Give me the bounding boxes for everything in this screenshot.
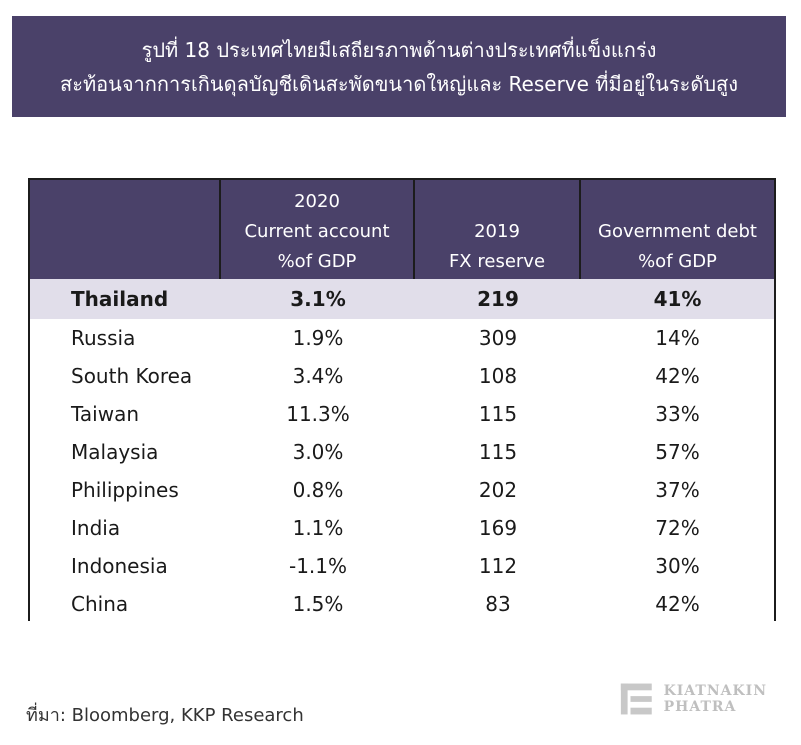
cell-fx-reserve: 115 [478, 402, 518, 426]
cell-gov-debt: 37% [655, 478, 700, 502]
header-fx-reserve-year: 2019 [474, 221, 520, 242]
cell-current-account: 3.0% [292, 440, 344, 464]
cell-fx-reserve: 169 [478, 516, 518, 540]
cell-country: Indonesia [71, 554, 168, 578]
cell-current-account: 1.1% [292, 516, 344, 540]
cell-fx-reserve: 219 [477, 287, 519, 311]
cell-gov-debt: 42% [655, 364, 700, 388]
title-line-2: สะท้อนจากการเกินดุลบัญชีเดินสะพัดขนาดใหญ… [60, 71, 738, 96]
cell-fx-reserve: 108 [478, 364, 518, 388]
header-government-debt-unit: %of GDP [638, 251, 717, 272]
cell-country: India [71, 516, 121, 540]
logo-text: KIATNAKIN PHATRA [664, 683, 767, 715]
kiatnakin-phatra-logo: KIATNAKIN PHATRA [617, 677, 767, 721]
cell-country: Malaysia [71, 440, 159, 464]
cell-current-account: -1.1% [288, 554, 348, 578]
logo-text-line-1: KIATNAKIN [663, 683, 767, 699]
table-header: 2020 Current account %of GDP 2019 FX res… [30, 180, 774, 279]
table-row: Indonesia -1.1% 112 30% [30, 547, 774, 585]
title-banner: รูปที่ 18 ประเทศไทยมีเสถียรภาพด้านต่างปร… [12, 16, 786, 117]
table-row: India 1.1% 169 72% [30, 509, 774, 547]
cell-gov-debt: 41% [653, 287, 702, 311]
cell-country: South Korea [71, 364, 193, 388]
table-row: South Korea 3.4% 108 42% [30, 357, 774, 395]
cell-current-account: 1.5% [292, 592, 344, 616]
cell-current-account: 11.3% [286, 402, 350, 426]
cell-fx-reserve: 115 [478, 440, 518, 464]
kkp-logo-icon [620, 683, 652, 715]
logo-text-line-2: PHATRA [663, 699, 737, 715]
comparison-table: 2020 Current account %of GDP 2019 FX res… [28, 178, 776, 623]
header-fx-reserve: 2019 FX reserve [415, 180, 581, 279]
header-current-account-year: 2020 [294, 191, 340, 212]
cell-current-account: 1.9% [292, 326, 344, 350]
cell-current-account: 3.4% [292, 364, 344, 388]
header-government-debt-label: Government debt [598, 221, 757, 242]
header-fx-reserve-label: FX reserve [448, 251, 546, 272]
header-government-debt: Government debt %of GDP [581, 180, 774, 279]
title-line-1: รูปที่ 18 ประเทศไทยมีเสถียรภาพด้านต่างปร… [141, 37, 657, 62]
cell-fx-reserve: 83 [485, 592, 511, 616]
table-row: Taiwan 11.3% 115 33% [30, 395, 774, 433]
table-body: Thailand 3.1% 219 41% Russia 1.9% 309 14… [30, 279, 774, 623]
cell-gov-debt: 57% [655, 440, 700, 464]
cell-gov-debt: 33% [655, 402, 700, 426]
table-row: China 1.5% 83 42% [30, 585, 774, 623]
header-current-account-unit: %of GDP [277, 251, 357, 272]
cell-current-account: 0.8% [292, 478, 344, 502]
header-country [30, 180, 221, 279]
cell-gov-debt: 14% [655, 326, 700, 350]
cell-fx-reserve: 112 [478, 554, 518, 578]
cell-country: Taiwan [71, 402, 140, 426]
cell-country: Thailand [71, 287, 169, 311]
cell-country: China [71, 592, 129, 616]
table-row: Malaysia 3.0% 115 57% [30, 433, 774, 471]
cell-gov-debt: 30% [655, 554, 700, 578]
cell-country: Philippines [71, 478, 179, 502]
cell-fx-reserve: 309 [478, 326, 518, 350]
table-row: Philippines 0.8% 202 37% [30, 471, 774, 509]
source-note: ที่มา: Bloomberg, KKP Research [26, 705, 304, 726]
cell-country: Russia [71, 326, 136, 350]
table-row: Thailand 3.1% 219 41% [30, 279, 774, 319]
header-current-account-label: Current account [244, 221, 390, 242]
cell-gov-debt: 42% [655, 592, 700, 616]
table-row: Russia 1.9% 309 14% [30, 319, 774, 357]
cell-fx-reserve: 202 [478, 478, 518, 502]
cell-gov-debt: 72% [655, 516, 700, 540]
header-current-account: 2020 Current account %of GDP [221, 180, 415, 279]
cell-current-account: 3.1% [290, 287, 346, 311]
